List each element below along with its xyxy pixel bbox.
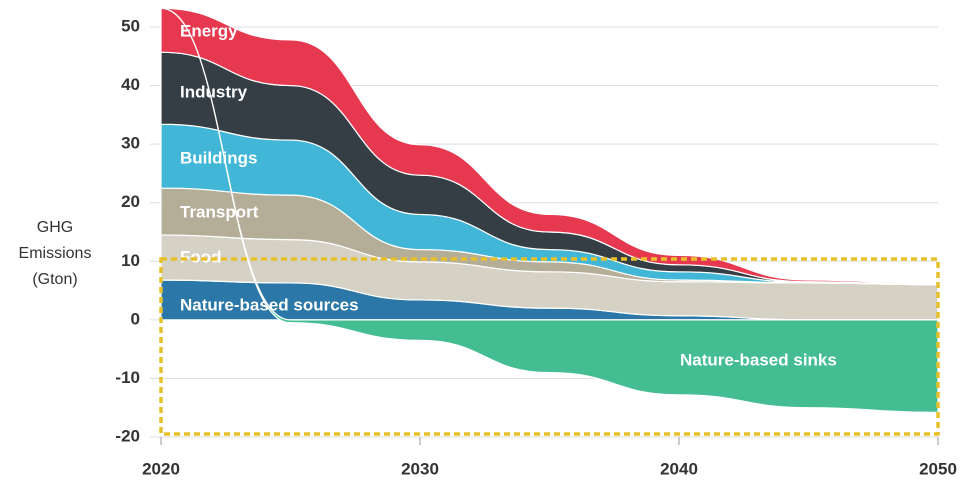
labels: Nature-based sources Food Transport Buildin… xyxy=(180,21,837,369)
y-tick-label: -20 xyxy=(115,426,140,445)
y-tick-label: 30 xyxy=(121,134,140,153)
series-label: Energy xyxy=(180,21,238,40)
series-label: Industry xyxy=(180,82,248,101)
x-tick-label: 2030 xyxy=(401,459,439,478)
series-label: Buildings xyxy=(180,148,257,167)
y-tick-label: 0 xyxy=(131,309,140,328)
areas xyxy=(160,7,939,414)
y-tick-label: 10 xyxy=(121,251,140,270)
series-label: Transport xyxy=(180,202,259,221)
series-label: Food xyxy=(180,247,222,266)
highlight-box xyxy=(159,257,940,436)
x-tick-label: 2020 xyxy=(142,459,180,478)
y-tick-label: 20 xyxy=(121,192,140,211)
y-tick-label: -10 xyxy=(115,368,140,387)
y-axis-label: (Gton) xyxy=(32,271,77,288)
y-axis-label: Emissions xyxy=(19,245,92,262)
series-label: Nature-based sources xyxy=(180,295,359,314)
x-tick-label: 2040 xyxy=(660,459,698,478)
y-axis-label: GHG xyxy=(37,219,73,236)
series-label: Nature-based sinks xyxy=(680,350,837,369)
y-tick-label: 50 xyxy=(121,16,140,35)
y-tick-label: 40 xyxy=(121,75,140,94)
x-tick-label: 2050 xyxy=(919,459,957,478)
